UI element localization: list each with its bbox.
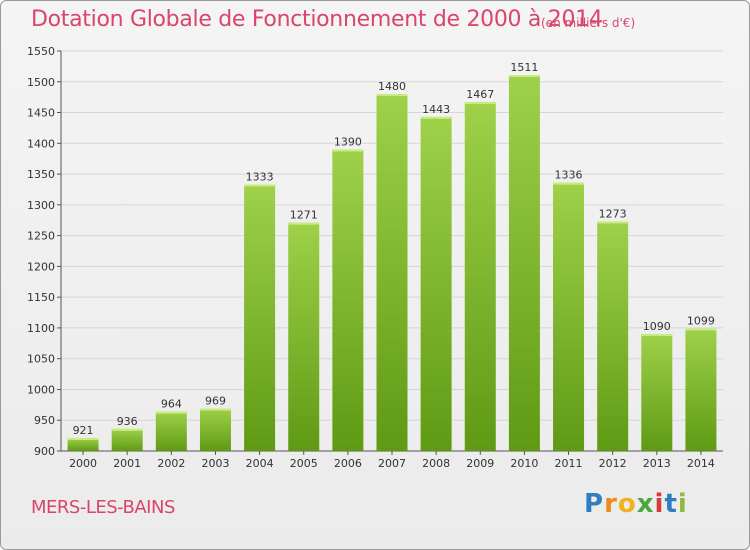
x-tick-label: 2013	[643, 457, 671, 470]
y-tick-label: 1250	[27, 230, 55, 243]
data-label: 1336	[555, 169, 583, 182]
y-tick-label: 1050	[27, 353, 55, 366]
logo-letter: t	[664, 489, 678, 519]
data-label: 1271	[290, 209, 318, 222]
x-tick-label: 2014	[687, 457, 715, 470]
axes: 900 950 1000 1050 1100 1150 1200 1250 1300 1350 14…	[27, 45, 723, 458]
bar-highlight	[332, 149, 364, 152]
bar	[155, 411, 187, 451]
bar	[67, 438, 99, 451]
bar-highlight	[464, 102, 496, 105]
bar-highlight	[155, 411, 187, 414]
bar-highlight	[199, 408, 231, 411]
commune-name: MERS-LES-BAINS	[31, 497, 175, 518]
bar-highlight	[420, 116, 452, 119]
y-tick-label: 1000	[27, 383, 55, 396]
y-tick-label: 1500	[27, 76, 55, 89]
x-tick-label: 2001	[113, 457, 141, 470]
logo-letter: i	[677, 489, 688, 519]
y-tick-label: 1100	[27, 322, 55, 335]
bar	[288, 222, 320, 451]
data-label: 921	[73, 424, 94, 437]
bar-highlight	[597, 221, 629, 224]
bar-highlight	[376, 94, 408, 97]
bar-highlight	[244, 184, 276, 187]
x-tick-label: 2000	[69, 457, 97, 470]
data-label: 1099	[687, 315, 715, 328]
logo-letter: r	[604, 489, 618, 519]
proxiti-logo[interactable]: Proxiti	[584, 489, 688, 519]
data-label: 1443	[422, 103, 450, 116]
logo-letter: P	[584, 489, 605, 519]
bar	[244, 184, 276, 452]
y-tick-label: 950	[34, 414, 55, 427]
chart-subtitle: (en milliers d'€)	[541, 16, 636, 30]
bar	[376, 94, 408, 452]
bar	[332, 149, 364, 451]
y-tick-label: 1450	[27, 107, 55, 120]
bar-highlight	[553, 182, 585, 185]
logo-letter: i	[654, 489, 665, 519]
y-tick-label: 1300	[27, 199, 55, 212]
data-label: 969	[205, 395, 226, 408]
data-label: 1480	[378, 80, 406, 93]
x-tick-label: 2004	[246, 457, 274, 470]
bar	[111, 428, 143, 451]
data-label: 1467	[466, 88, 494, 101]
logo-letter: x	[636, 489, 655, 519]
bar	[420, 116, 452, 451]
x-tick-label: 2009	[466, 457, 494, 470]
data-label: 964	[161, 398, 182, 411]
x-tick-label: 2006	[334, 457, 362, 470]
bar	[641, 334, 673, 451]
bar-highlight	[67, 438, 99, 441]
x-tick-label: 2007	[378, 457, 406, 470]
bar	[553, 182, 585, 451]
y-tick-label: 900	[34, 445, 55, 458]
bars	[67, 75, 717, 452]
bar-highlight	[641, 334, 673, 337]
bar-highlight	[288, 222, 320, 225]
data-label: 1333	[246, 171, 274, 184]
x-tick-label: 2003	[201, 457, 229, 470]
x-tick-label: 2002	[157, 457, 185, 470]
x-tick-label: 2010	[510, 457, 538, 470]
bar	[508, 75, 540, 451]
labels: 921 2000 936 2001 964 2002 969 2003 1333 2004 1271…	[69, 61, 715, 470]
bar	[199, 408, 231, 451]
chart-title: Dotation Globale de Fonctionnement de 20…	[31, 7, 603, 32]
data-label: 1511	[510, 61, 538, 74]
bar-highlight	[685, 328, 717, 331]
y-tick-label: 1550	[27, 45, 55, 58]
y-tick-label: 1150	[27, 291, 55, 304]
y-tick-label: 1400	[27, 137, 55, 150]
data-label: 1273	[599, 207, 627, 220]
data-label: 1390	[334, 135, 362, 148]
x-tick-label: 2005	[290, 457, 318, 470]
bar	[464, 102, 496, 452]
logo-letter: o	[617, 489, 637, 519]
data-label: 1090	[643, 320, 671, 333]
x-tick-label: 2012	[599, 457, 627, 470]
y-tick-label: 1200	[27, 260, 55, 273]
x-tick-label: 2008	[422, 457, 450, 470]
bar-highlight	[111, 428, 143, 431]
x-tick-label: 2011	[555, 457, 583, 470]
bar-highlight	[508, 75, 540, 77]
bar	[685, 328, 717, 451]
bar	[597, 221, 629, 451]
y-tick-label: 1350	[27, 168, 55, 181]
data-label: 936	[117, 415, 138, 428]
